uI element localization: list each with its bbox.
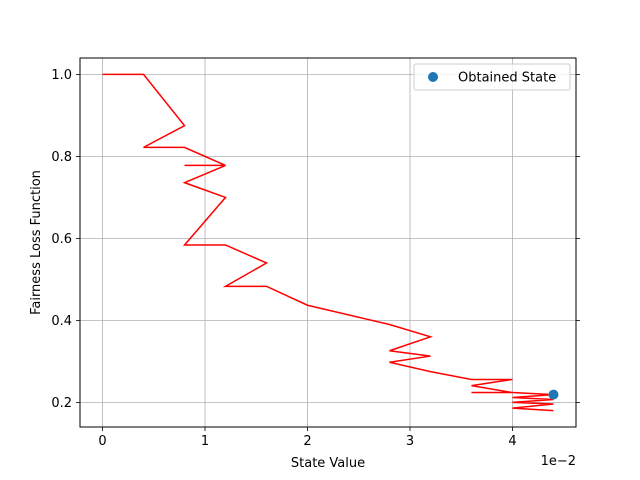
x-tick-label: 3: [406, 434, 414, 449]
x-tick-label: 1: [201, 434, 209, 449]
obtained-state-point: [548, 389, 559, 400]
x-tick-label: 2: [303, 434, 311, 449]
plot-series: [102, 73, 559, 412]
fairness-loss-line: [102, 73, 554, 412]
plot-frame: [79, 57, 577, 428]
x-axis-label: State Value: [291, 456, 365, 471]
y-tick-label: 1.0: [51, 68, 72, 83]
grid-lines: [80, 58, 576, 427]
legend: Obtained State: [413, 63, 571, 91]
y-tick-label: 0.8: [51, 150, 72, 165]
y-tick-label: 0.2: [51, 396, 72, 411]
y-tick-label: 0.6: [51, 232, 72, 247]
x-tick-label: 0: [98, 434, 106, 449]
legend-box: [413, 63, 571, 91]
legend-marker-obtained-state: [428, 72, 438, 82]
axis-ticks: 0 1 2 3 4 0.2 0.4 0.6 0.8 1.0: [51, 68, 580, 449]
y-axis-label: Fairness Loss Function: [29, 170, 44, 315]
x-tick-label: 4: [508, 434, 516, 449]
legend-label-obtained-state: Obtained State: [458, 71, 556, 86]
x-axis-scale-label: 1e−2: [541, 454, 576, 469]
y-tick-label: 0.4: [51, 314, 72, 329]
